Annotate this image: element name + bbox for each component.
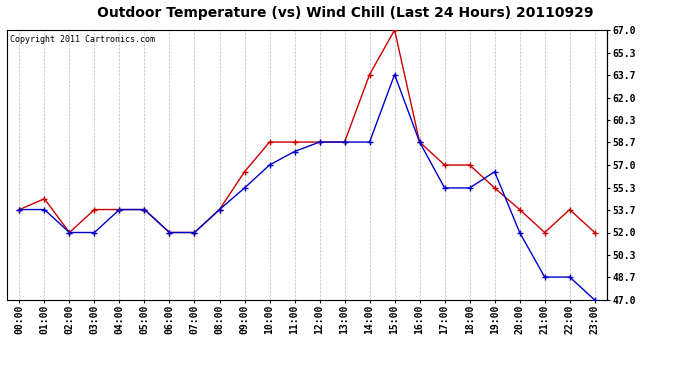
Text: Outdoor Temperature (vs) Wind Chill (Last 24 Hours) 20110929: Outdoor Temperature (vs) Wind Chill (Las… [97, 6, 593, 20]
Text: Copyright 2011 Cartronics.com: Copyright 2011 Cartronics.com [10, 35, 155, 44]
